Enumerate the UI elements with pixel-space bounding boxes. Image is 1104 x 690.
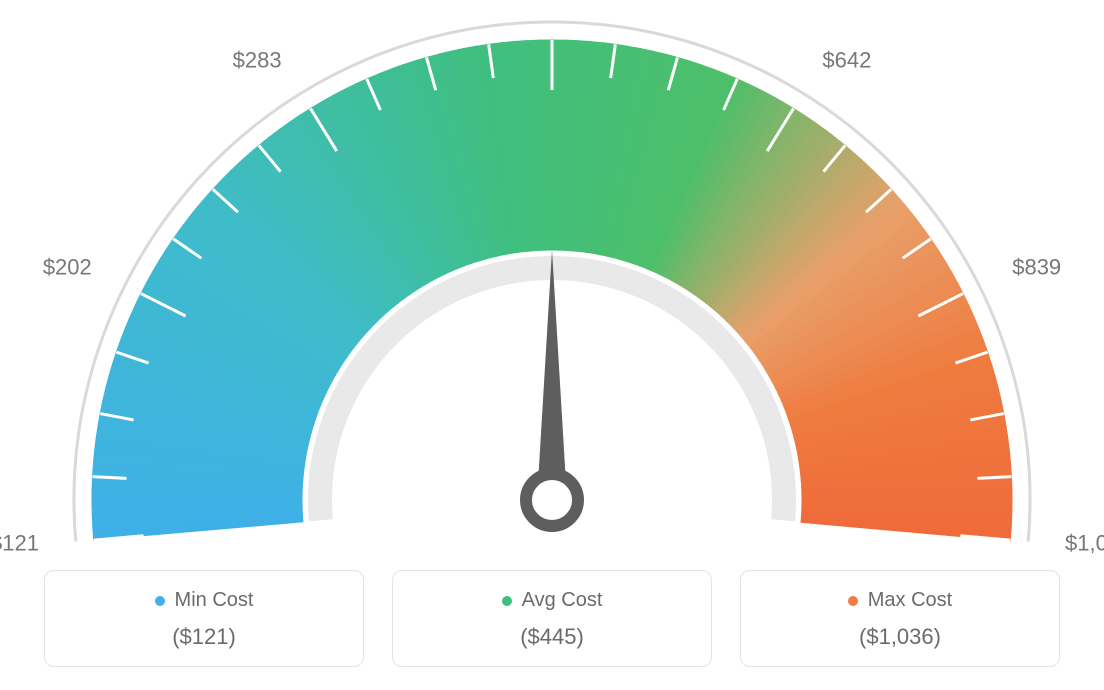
legend-title-min: Min Cost	[155, 589, 254, 612]
legend-card-min: Min Cost ($121)	[44, 570, 364, 667]
gauge-svg: $121$202$283$445$642$839$1,036	[0, 0, 1104, 560]
gauge-label: $202	[43, 255, 92, 280]
legend-dot-avg	[502, 596, 512, 606]
legend-title-avg: Avg Cost	[502, 589, 603, 612]
legend-card-avg: Avg Cost ($445)	[392, 570, 712, 667]
gauge-label: $839	[1012, 255, 1061, 280]
legend-dot-min	[155, 596, 165, 606]
legend-row: Min Cost ($121) Avg Cost ($445) Max Cost…	[0, 570, 1104, 667]
legend-value-max: ($1,036)	[751, 624, 1049, 650]
legend-label-min: Min Cost	[175, 589, 254, 612]
gauge-label: $121	[0, 531, 39, 556]
legend-label-avg: Avg Cost	[522, 589, 603, 612]
legend-value-avg: ($445)	[403, 624, 701, 650]
gauge-label: $642	[822, 47, 871, 72]
gauge-label: $283	[233, 47, 282, 72]
legend-dot-max	[848, 596, 858, 606]
cost-gauge: $121$202$283$445$642$839$1,036	[0, 0, 1104, 560]
gauge-hub	[526, 474, 578, 526]
gauge-label: $1,036	[1065, 531, 1104, 556]
legend-title-max: Max Cost	[848, 589, 952, 612]
legend-label-max: Max Cost	[868, 589, 952, 612]
legend-card-max: Max Cost ($1,036)	[740, 570, 1060, 667]
legend-value-min: ($121)	[55, 624, 353, 650]
gauge-needle	[537, 250, 567, 500]
